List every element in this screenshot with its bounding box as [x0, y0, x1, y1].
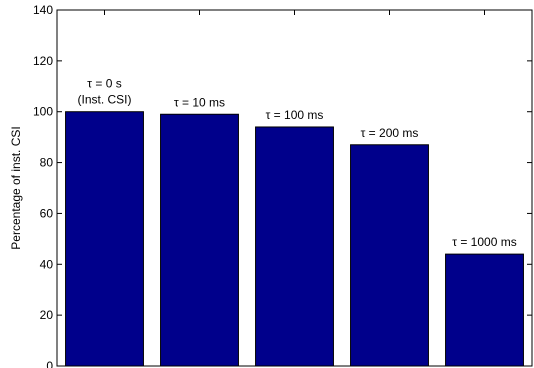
y-tick-label: 60: [40, 206, 54, 220]
y-tick-label: 0: [46, 359, 53, 368]
y-tick-label: 20: [40, 308, 54, 322]
bar-annotation: τ = 10 ms: [174, 95, 225, 109]
plot-frame: [56, 9, 533, 367]
y-axis-ticks: 0 20 40 60 80 100 120 140: [33, 3, 62, 368]
bar: [160, 113, 239, 367]
y-tick-label: 40: [40, 257, 54, 271]
bar: [255, 126, 334, 367]
bar: [350, 144, 429, 367]
bar-annotations: τ = 0 s (Inst. CSI) τ = 10 ms τ = 100 ms τ =…: [77, 77, 516, 249]
bar-annotation: τ = 100 ms: [266, 108, 324, 122]
bar: [65, 111, 144, 367]
y-tick-label: 140: [33, 3, 53, 17]
bars: [65, 111, 524, 367]
y-tick-label: 120: [33, 54, 53, 68]
bar: [445, 253, 524, 367]
bar-annotation: τ = 0 s (Inst. CSI): [77, 77, 131, 107]
y-axis-label: Percentage of inst. CSI: [9, 126, 23, 249]
y-tick-label: 80: [40, 156, 54, 170]
bar-annotation: τ = 200 ms: [361, 126, 419, 140]
top-axis-ticks: [104, 10, 485, 15]
bar-annotation: τ = 1000 ms: [452, 235, 516, 249]
y-tick-label: 100: [33, 105, 53, 119]
right-axis-ticks: [527, 9, 532, 367]
